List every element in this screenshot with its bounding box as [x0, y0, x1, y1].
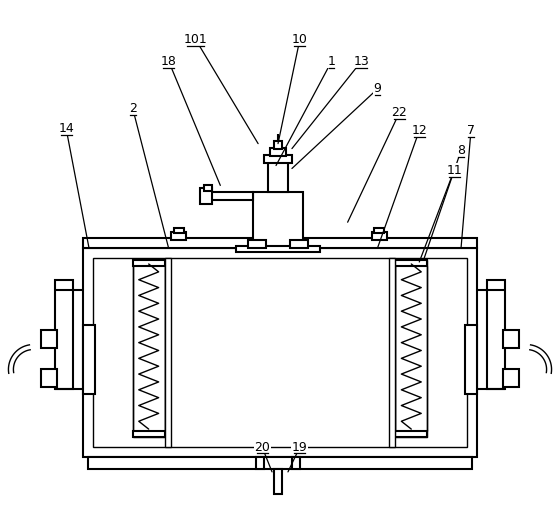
- Bar: [88, 457, 472, 469]
- Text: 12: 12: [412, 124, 427, 137]
- Bar: [487, 280, 505, 390]
- Text: 10: 10: [292, 33, 308, 46]
- Bar: [55, 280, 73, 390]
- Bar: [236, 246, 320, 252]
- Text: 13: 13: [354, 55, 370, 68]
- Bar: [83, 324, 95, 394]
- Bar: [395, 260, 427, 266]
- Bar: [83, 248, 477, 457]
- Bar: [41, 370, 57, 387]
- Text: 22: 22: [391, 106, 407, 119]
- Bar: [133, 260, 165, 266]
- Bar: [465, 324, 477, 394]
- Bar: [395, 260, 427, 437]
- Bar: [503, 370, 519, 387]
- Text: 8: 8: [457, 144, 465, 157]
- Text: 18: 18: [161, 55, 176, 68]
- Bar: [503, 330, 519, 348]
- Bar: [270, 148, 286, 155]
- Bar: [204, 185, 212, 192]
- Bar: [171, 232, 186, 240]
- Bar: [165, 258, 171, 447]
- Bar: [371, 232, 388, 240]
- Bar: [133, 260, 165, 437]
- Text: 7: 7: [467, 124, 475, 137]
- Bar: [133, 431, 165, 437]
- Bar: [375, 228, 385, 233]
- Bar: [200, 188, 212, 204]
- Bar: [174, 228, 184, 233]
- Text: 1: 1: [328, 55, 335, 68]
- Bar: [41, 330, 57, 348]
- Bar: [264, 154, 292, 163]
- Bar: [292, 457, 300, 469]
- Bar: [253, 192, 303, 248]
- Bar: [268, 161, 288, 192]
- Bar: [395, 431, 427, 437]
- Bar: [256, 457, 264, 469]
- Bar: [248, 240, 266, 248]
- Text: 20: 20: [254, 440, 270, 454]
- Bar: [211, 192, 253, 201]
- Text: 11: 11: [446, 164, 462, 177]
- Text: 14: 14: [58, 122, 74, 135]
- Bar: [93, 258, 467, 447]
- Bar: [274, 469, 282, 494]
- Bar: [290, 240, 308, 248]
- Text: 101: 101: [184, 33, 207, 46]
- Text: 19: 19: [292, 440, 308, 454]
- Bar: [389, 258, 395, 447]
- Text: 9: 9: [374, 82, 381, 96]
- Bar: [274, 141, 282, 149]
- Bar: [83, 238, 477, 248]
- Text: 2: 2: [129, 102, 137, 116]
